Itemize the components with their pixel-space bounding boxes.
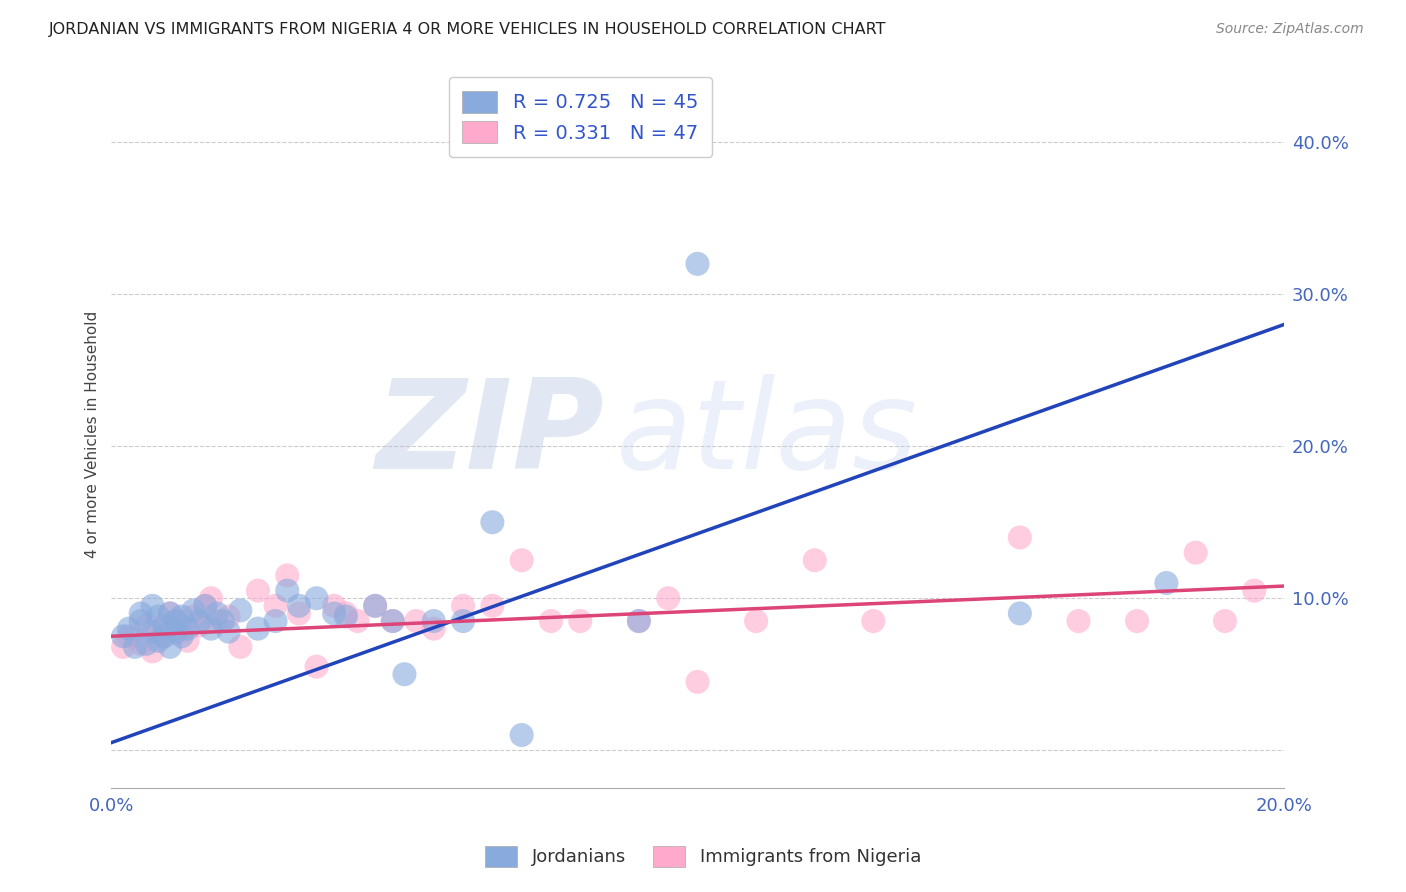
Point	[170, 609, 193, 624]
Point	[183, 609, 205, 624]
Point	[129, 637, 152, 651]
Text: Source: ZipAtlas.com: Source: ZipAtlas.com	[1216, 22, 1364, 37]
Point	[205, 607, 228, 621]
Point	[305, 659, 328, 673]
Text: JORDANIAN VS IMMIGRANTS FROM NIGERIA 4 OR MORE VEHICLES IN HOUSEHOLD CORRELATION: JORDANIAN VS IMMIGRANTS FROM NIGERIA 4 O…	[49, 22, 887, 37]
Point	[153, 618, 176, 632]
Point	[803, 553, 825, 567]
Point	[1008, 531, 1031, 545]
Point	[188, 618, 211, 632]
Point	[346, 614, 368, 628]
Point	[451, 599, 474, 613]
Point	[323, 599, 346, 613]
Point	[745, 614, 768, 628]
Point	[364, 599, 387, 613]
Point	[1008, 607, 1031, 621]
Point	[148, 622, 170, 636]
Point	[141, 644, 163, 658]
Point	[141, 599, 163, 613]
Point	[657, 591, 679, 606]
Point	[194, 599, 217, 613]
Point	[165, 614, 187, 628]
Point	[451, 614, 474, 628]
Point	[229, 603, 252, 617]
Point	[862, 614, 884, 628]
Point	[686, 257, 709, 271]
Point	[264, 599, 287, 613]
Point	[276, 583, 298, 598]
Point	[394, 667, 416, 681]
Point	[569, 614, 592, 628]
Point	[423, 622, 446, 636]
Point	[335, 609, 357, 624]
Legend: Jordanians, Immigrants from Nigeria: Jordanians, Immigrants from Nigeria	[478, 838, 928, 874]
Point	[129, 614, 152, 628]
Point	[148, 633, 170, 648]
Point	[170, 629, 193, 643]
Point	[1184, 546, 1206, 560]
Point	[159, 607, 181, 621]
Point	[118, 629, 141, 643]
Point	[218, 624, 240, 639]
Point	[165, 624, 187, 639]
Point	[229, 640, 252, 654]
Point	[176, 633, 198, 648]
Point	[135, 618, 157, 632]
Point	[323, 607, 346, 621]
Point	[627, 614, 650, 628]
Point	[218, 609, 240, 624]
Point	[381, 614, 404, 628]
Point	[423, 614, 446, 628]
Point	[200, 622, 222, 636]
Point	[159, 607, 181, 621]
Point	[1067, 614, 1090, 628]
Point	[540, 614, 562, 628]
Point	[176, 622, 198, 636]
Point	[153, 629, 176, 643]
Point	[1243, 583, 1265, 598]
Point	[288, 599, 311, 613]
Point	[188, 614, 211, 628]
Point	[335, 607, 357, 621]
Point	[364, 599, 387, 613]
Point	[246, 622, 269, 636]
Point	[276, 568, 298, 582]
Point	[405, 614, 427, 628]
Point	[1156, 576, 1178, 591]
Point	[112, 640, 135, 654]
Point	[288, 607, 311, 621]
Y-axis label: 4 or more Vehicles in Household: 4 or more Vehicles in Household	[86, 311, 100, 558]
Point	[135, 637, 157, 651]
Point	[205, 614, 228, 628]
Point	[165, 614, 187, 628]
Point	[170, 624, 193, 639]
Point	[686, 674, 709, 689]
Point	[194, 599, 217, 613]
Point	[148, 609, 170, 624]
Point	[627, 614, 650, 628]
Point	[129, 607, 152, 621]
Point	[200, 591, 222, 606]
Point	[1213, 614, 1236, 628]
Point	[510, 728, 533, 742]
Point	[481, 515, 503, 529]
Point	[510, 553, 533, 567]
Text: atlas: atlas	[616, 375, 918, 495]
Point	[381, 614, 404, 628]
Text: ZIP: ZIP	[375, 375, 603, 495]
Point	[1126, 614, 1149, 628]
Legend: R = 0.725   N = 45, R = 0.331   N = 47: R = 0.725 N = 45, R = 0.331 N = 47	[449, 77, 711, 157]
Point	[112, 629, 135, 643]
Point	[211, 614, 233, 628]
Point	[264, 614, 287, 628]
Point	[118, 622, 141, 636]
Point	[246, 583, 269, 598]
Point	[141, 624, 163, 639]
Point	[183, 603, 205, 617]
Point	[153, 629, 176, 643]
Point	[124, 640, 146, 654]
Point	[305, 591, 328, 606]
Point	[159, 640, 181, 654]
Point	[481, 599, 503, 613]
